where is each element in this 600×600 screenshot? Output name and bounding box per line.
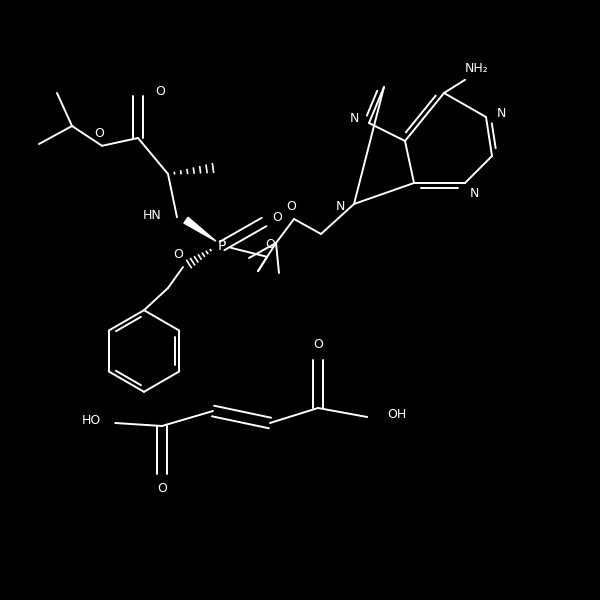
Text: O: O — [157, 482, 167, 496]
Polygon shape — [184, 217, 216, 241]
Text: O: O — [286, 200, 296, 214]
Text: O: O — [155, 85, 164, 98]
Text: O: O — [94, 127, 104, 140]
Text: O: O — [313, 338, 323, 352]
Text: O: O — [173, 248, 183, 262]
Text: N: N — [349, 112, 359, 125]
Text: O: O — [265, 238, 275, 251]
Text: P: P — [218, 239, 226, 253]
Text: HO: HO — [82, 413, 101, 427]
Text: NH₂: NH₂ — [465, 62, 489, 76]
Text: N: N — [469, 187, 479, 200]
Text: N: N — [336, 200, 346, 214]
Text: HN: HN — [143, 209, 162, 222]
Text: O: O — [272, 211, 282, 224]
Text: N: N — [496, 107, 506, 121]
Text: OH: OH — [387, 407, 406, 421]
